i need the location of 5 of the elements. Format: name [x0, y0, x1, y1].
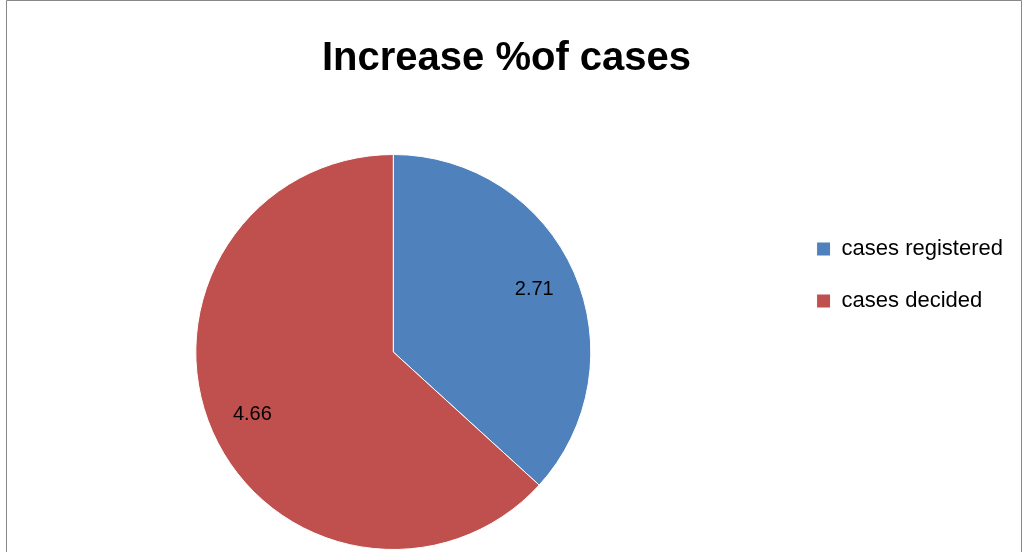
data-label: 4.66 [232, 401, 272, 424]
legend-label: cases decided [841, 287, 983, 313]
legend-label: cases registered [841, 235, 1004, 261]
data-label: 2.71 [514, 277, 554, 300]
chart-title: Increase %of cases [321, 34, 692, 79]
